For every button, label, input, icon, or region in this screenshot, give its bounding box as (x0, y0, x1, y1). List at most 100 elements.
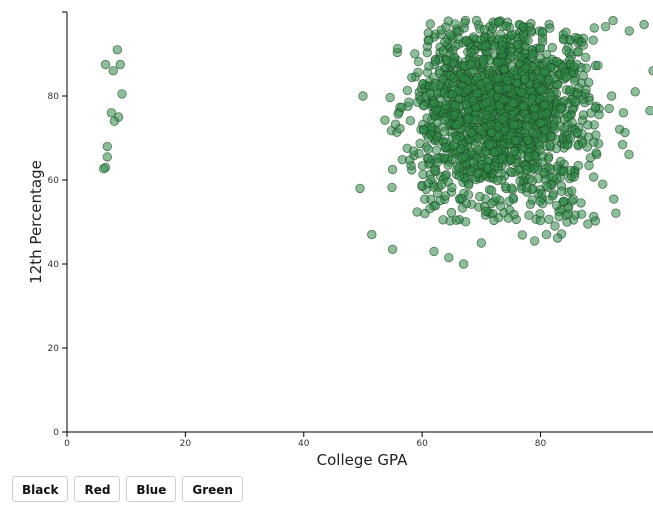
data-point (546, 91, 556, 101)
data-point (555, 156, 566, 167)
data-point (542, 109, 552, 119)
data-point (630, 87, 640, 97)
data-point (431, 145, 442, 156)
data-point (624, 149, 634, 160)
data-point (536, 85, 547, 95)
data-point (419, 125, 429, 135)
data-point (491, 193, 501, 203)
data-point (540, 125, 551, 135)
data-point (639, 19, 649, 30)
data-point (112, 45, 123, 55)
data-point (550, 124, 560, 134)
data-point (402, 85, 413, 96)
data-point (598, 179, 608, 189)
data-point (525, 199, 536, 210)
data-point (520, 63, 531, 73)
data-point (424, 36, 434, 46)
data-point (521, 165, 532, 175)
black-button[interactable]: Black (12, 476, 69, 502)
data-point (380, 115, 390, 125)
data-point (423, 133, 433, 143)
data-point (404, 97, 414, 107)
data-point (484, 82, 494, 93)
data-point (453, 39, 464, 49)
data-point (570, 96, 580, 106)
data-point (547, 42, 558, 53)
data-point (569, 172, 579, 182)
data-point (548, 173, 558, 183)
data-point (408, 146, 419, 156)
data-point (576, 198, 586, 208)
data-point (585, 153, 596, 163)
data-point (552, 56, 562, 67)
data-point (430, 165, 440, 176)
data-point (493, 84, 504, 95)
data-point (539, 99, 550, 110)
data-point (521, 182, 532, 193)
data-point (583, 219, 593, 229)
data-point (504, 196, 514, 207)
data-point (497, 114, 507, 124)
data-point (513, 39, 523, 50)
y-axis-label: 12th Percentage (27, 160, 45, 284)
data-point (448, 73, 459, 83)
data-point (425, 88, 436, 98)
data-point (436, 25, 447, 35)
data-point (429, 246, 439, 257)
data-point (481, 110, 492, 120)
data-point (476, 238, 487, 248)
x-tick-label: 40 (298, 439, 310, 449)
data-point (463, 180, 474, 190)
data-point (554, 211, 564, 222)
data-point (518, 101, 529, 112)
data-point (422, 67, 433, 78)
data-point (476, 79, 486, 90)
data-point (594, 109, 604, 120)
red-button[interactable]: Red (74, 476, 121, 502)
blue-button[interactable]: Blue (126, 476, 177, 502)
data-point (583, 120, 593, 130)
x-tick-label: 20 (180, 439, 192, 449)
data-point (407, 72, 417, 83)
data-point (440, 142, 450, 153)
data-point (387, 182, 397, 193)
data-point (454, 171, 465, 181)
data-point (106, 108, 117, 118)
data-point (517, 87, 527, 98)
data-point (459, 73, 469, 84)
data-point (449, 140, 459, 151)
data-point (446, 207, 457, 218)
data-point (617, 139, 628, 150)
data-point (578, 110, 589, 120)
data-point (419, 101, 429, 111)
data-point (412, 207, 422, 217)
data-point (423, 178, 433, 189)
green-button[interactable]: Green (182, 476, 243, 502)
data-point (493, 57, 503, 68)
data-point (480, 41, 491, 51)
data-point (441, 100, 451, 111)
data-point (509, 146, 519, 157)
data-point (648, 66, 653, 76)
data-point (548, 191, 558, 201)
data-point (367, 229, 377, 240)
data-point (538, 133, 548, 143)
data-point (565, 133, 576, 144)
x-axis-label: College GPA (317, 451, 408, 469)
data-point (520, 74, 530, 85)
x-tick-label: 80 (535, 439, 547, 449)
data-point (413, 56, 424, 67)
data-point (436, 179, 447, 190)
data-point (468, 157, 479, 168)
data-point (450, 101, 461, 111)
data-point (501, 21, 512, 32)
data-point (608, 15, 618, 26)
data-point (473, 168, 483, 178)
data-point (559, 166, 569, 176)
data-point (535, 209, 545, 219)
data-point (385, 92, 395, 103)
data-point (552, 233, 563, 243)
data-point (460, 152, 470, 162)
data-point (572, 127, 583, 138)
